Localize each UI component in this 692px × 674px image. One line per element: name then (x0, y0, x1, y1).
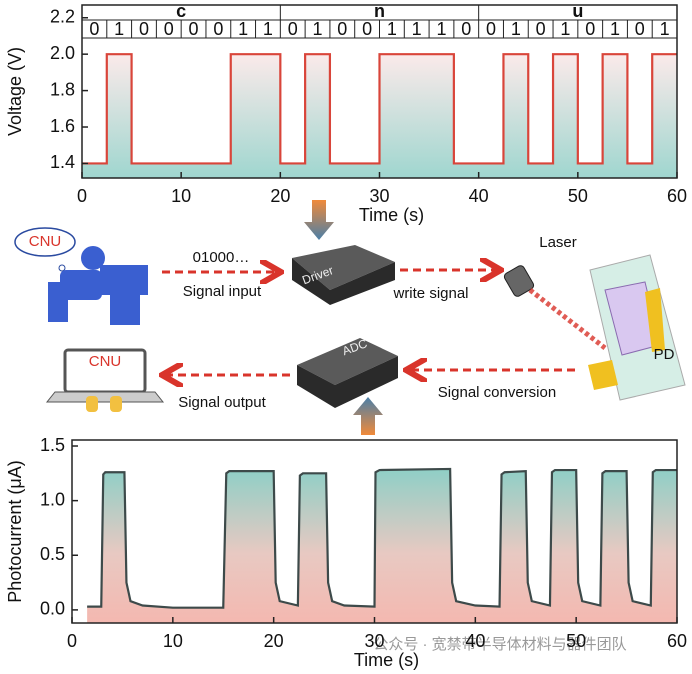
x-tick-label: 10 (171, 186, 191, 206)
x-axis-label: Time (s) (354, 650, 419, 670)
cloud (14, 227, 76, 257)
cloud-dot (58, 264, 66, 272)
x-tick-label: 50 (566, 631, 586, 651)
bit-label: 0 (536, 19, 546, 39)
letter-label: n (374, 1, 385, 21)
y-tick-label: 2.2 (50, 6, 75, 26)
x-axis-label: Time (s) (359, 205, 424, 225)
bit-label: 1 (114, 19, 124, 39)
bit-label: 0 (486, 19, 496, 39)
bit-label: 0 (635, 19, 645, 39)
y-tick-label: 2.0 (50, 43, 75, 63)
y-tick-label: 1.8 (50, 79, 75, 99)
bit-label: 1 (511, 19, 521, 39)
laser-label: Laser (539, 234, 577, 251)
bit-label: 0 (288, 19, 298, 39)
block-arrow (353, 397, 383, 435)
letter-label: c (176, 1, 186, 21)
bit-label: 0 (89, 19, 99, 39)
pd-electrode (588, 360, 618, 390)
hand (110, 396, 122, 412)
input-bits: 01000… (193, 249, 250, 266)
x-tick-label: 60 (667, 186, 687, 206)
x-tick-label: 20 (270, 186, 290, 206)
series-line (87, 467, 677, 609)
driver-chip-side (292, 258, 395, 305)
y-axis-label: Voltage (V) (5, 47, 25, 136)
bit-label: 0 (337, 19, 347, 39)
y-axis-label: Photocurrent (μA) (5, 460, 25, 602)
x-tick-label: 0 (67, 631, 77, 651)
adc-chip-side (297, 356, 398, 408)
hand (86, 396, 98, 412)
bit-label: 1 (238, 19, 248, 39)
y-tick-label: 0.5 (40, 544, 65, 564)
diagram: CNU 01000… Signal input Driver write sig… (14, 200, 686, 435)
laser-beam (528, 288, 607, 350)
signal-conversion: Signal conversion (438, 384, 556, 401)
cloud-label: CNU (29, 233, 62, 250)
y-tick-label: 1.6 (50, 116, 75, 136)
person-icon (48, 246, 148, 325)
x-tick-label: 50 (568, 186, 588, 206)
bit-label: 1 (436, 19, 446, 39)
bit-label: 0 (585, 19, 595, 39)
y-tick-label: 1.0 (40, 489, 65, 509)
laptop-base (45, 391, 165, 403)
pd-electrode (645, 288, 665, 352)
bit-label: 1 (412, 19, 422, 39)
signal-input: Signal input (183, 283, 262, 300)
y-tick-label: 1.5 (40, 435, 65, 455)
bit-label: 0 (461, 19, 471, 39)
bit-label: 1 (263, 19, 273, 39)
bit-label: 0 (213, 19, 223, 39)
write-signal: write signal (392, 285, 468, 302)
x-tick-label: 40 (469, 186, 489, 206)
x-tick-label: 30 (364, 631, 384, 651)
pd-label: PD (654, 346, 675, 363)
x-tick-label: 30 (369, 186, 389, 206)
bit-label: 0 (164, 19, 174, 39)
watermark: 公众号 · 宽禁带半导体材料与器件团队 (373, 636, 626, 653)
y-tick-label: 1.4 (50, 152, 75, 172)
area-fill (87, 468, 677, 623)
letter-label: u (572, 1, 583, 21)
x-tick-label: 60 (667, 631, 687, 651)
x-tick-label: 10 (163, 631, 183, 651)
x-tick-label: 20 (264, 631, 284, 651)
bit-label: 1 (660, 19, 670, 39)
bit-label: 0 (189, 19, 199, 39)
bit-label: 1 (313, 19, 323, 39)
bit-label: 1 (560, 19, 570, 39)
x-tick-label: 0 (77, 186, 87, 206)
bit-label: 1 (610, 19, 620, 39)
laptop-label: CNU (89, 353, 122, 370)
signal-output: Signal output (178, 394, 266, 411)
block-arrow (304, 200, 334, 240)
laser (503, 265, 535, 297)
series-line (82, 53, 677, 165)
y-tick-label: 0.0 (40, 599, 65, 619)
x-tick-label: 40 (465, 631, 485, 651)
driver-chip (292, 245, 395, 290)
bit-label: 0 (139, 19, 149, 39)
bit-label: 0 (362, 19, 372, 39)
bit-label: 1 (387, 19, 397, 39)
adc-chip (297, 338, 398, 385)
